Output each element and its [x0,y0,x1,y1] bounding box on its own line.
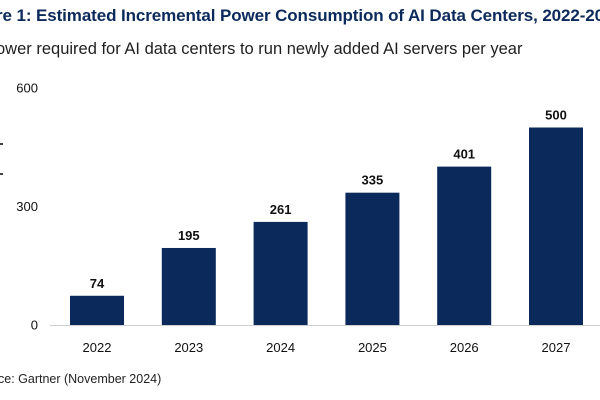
x-tick-label: 2022 [83,340,112,355]
y-tick-label: 300 [16,199,38,214]
bar-2024 [253,221,308,325]
data-label: 261 [270,202,292,217]
chart-title: re 1: Estimated Incremental Power Consum… [0,6,600,25]
y-tick-label: 0 [31,318,38,333]
bar-2023 [161,247,216,325]
data-label: 74 [90,276,105,291]
x-tick-label: 2027 [542,340,571,355]
bar-2025 [345,192,400,325]
data-label: 500 [545,108,567,123]
x-tick-label: 2026 [450,340,479,355]
x-tick-label: 2024 [266,340,295,355]
source-note: ce: Gartner (November 2024) [0,372,162,386]
bar-2022 [70,295,124,325]
axis-tick-mark [0,173,3,175]
chart-subtitle: ower required for AI data centers to run… [0,40,523,58]
bar-2026 [437,166,492,325]
data-label: 195 [178,228,200,243]
data-label: 401 [453,147,475,162]
axis-tick-mark [0,143,3,145]
x-tick-label: 2023 [174,340,203,355]
bar-2027 [529,127,583,325]
data-label: 335 [362,173,384,188]
y-tick-label: 600 [16,81,38,96]
x-tick-label: 2025 [358,340,387,355]
